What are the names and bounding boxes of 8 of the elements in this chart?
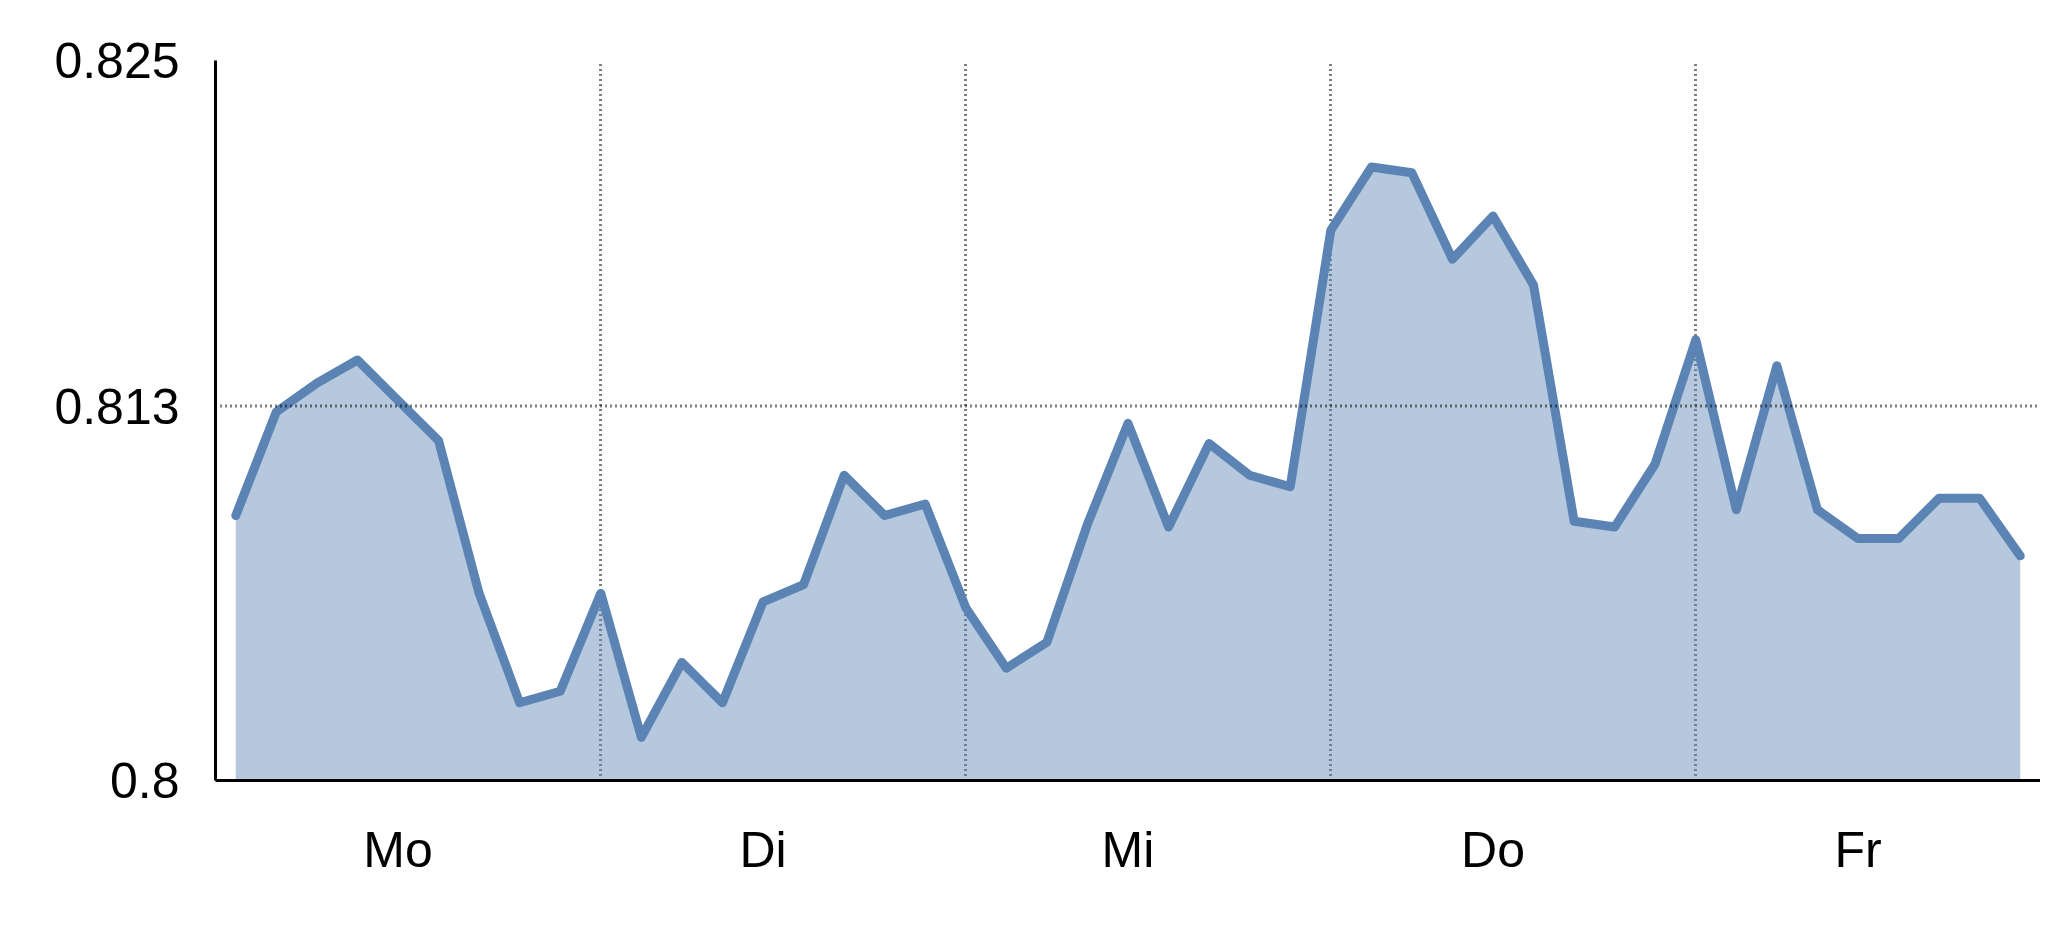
x-tick-label: Mi <box>1101 821 1155 878</box>
x-tick-label: Fr <box>1834 821 1882 878</box>
y-tick-label: 0.8 <box>109 753 180 809</box>
x-tick-label: Do <box>1461 821 1525 878</box>
x-tick-label: Di <box>739 821 787 878</box>
x-tick-label: Mo <box>363 821 433 878</box>
y-tick-label: 0.813 <box>54 378 180 435</box>
y-tick-label: 0.825 <box>54 33 180 89</box>
